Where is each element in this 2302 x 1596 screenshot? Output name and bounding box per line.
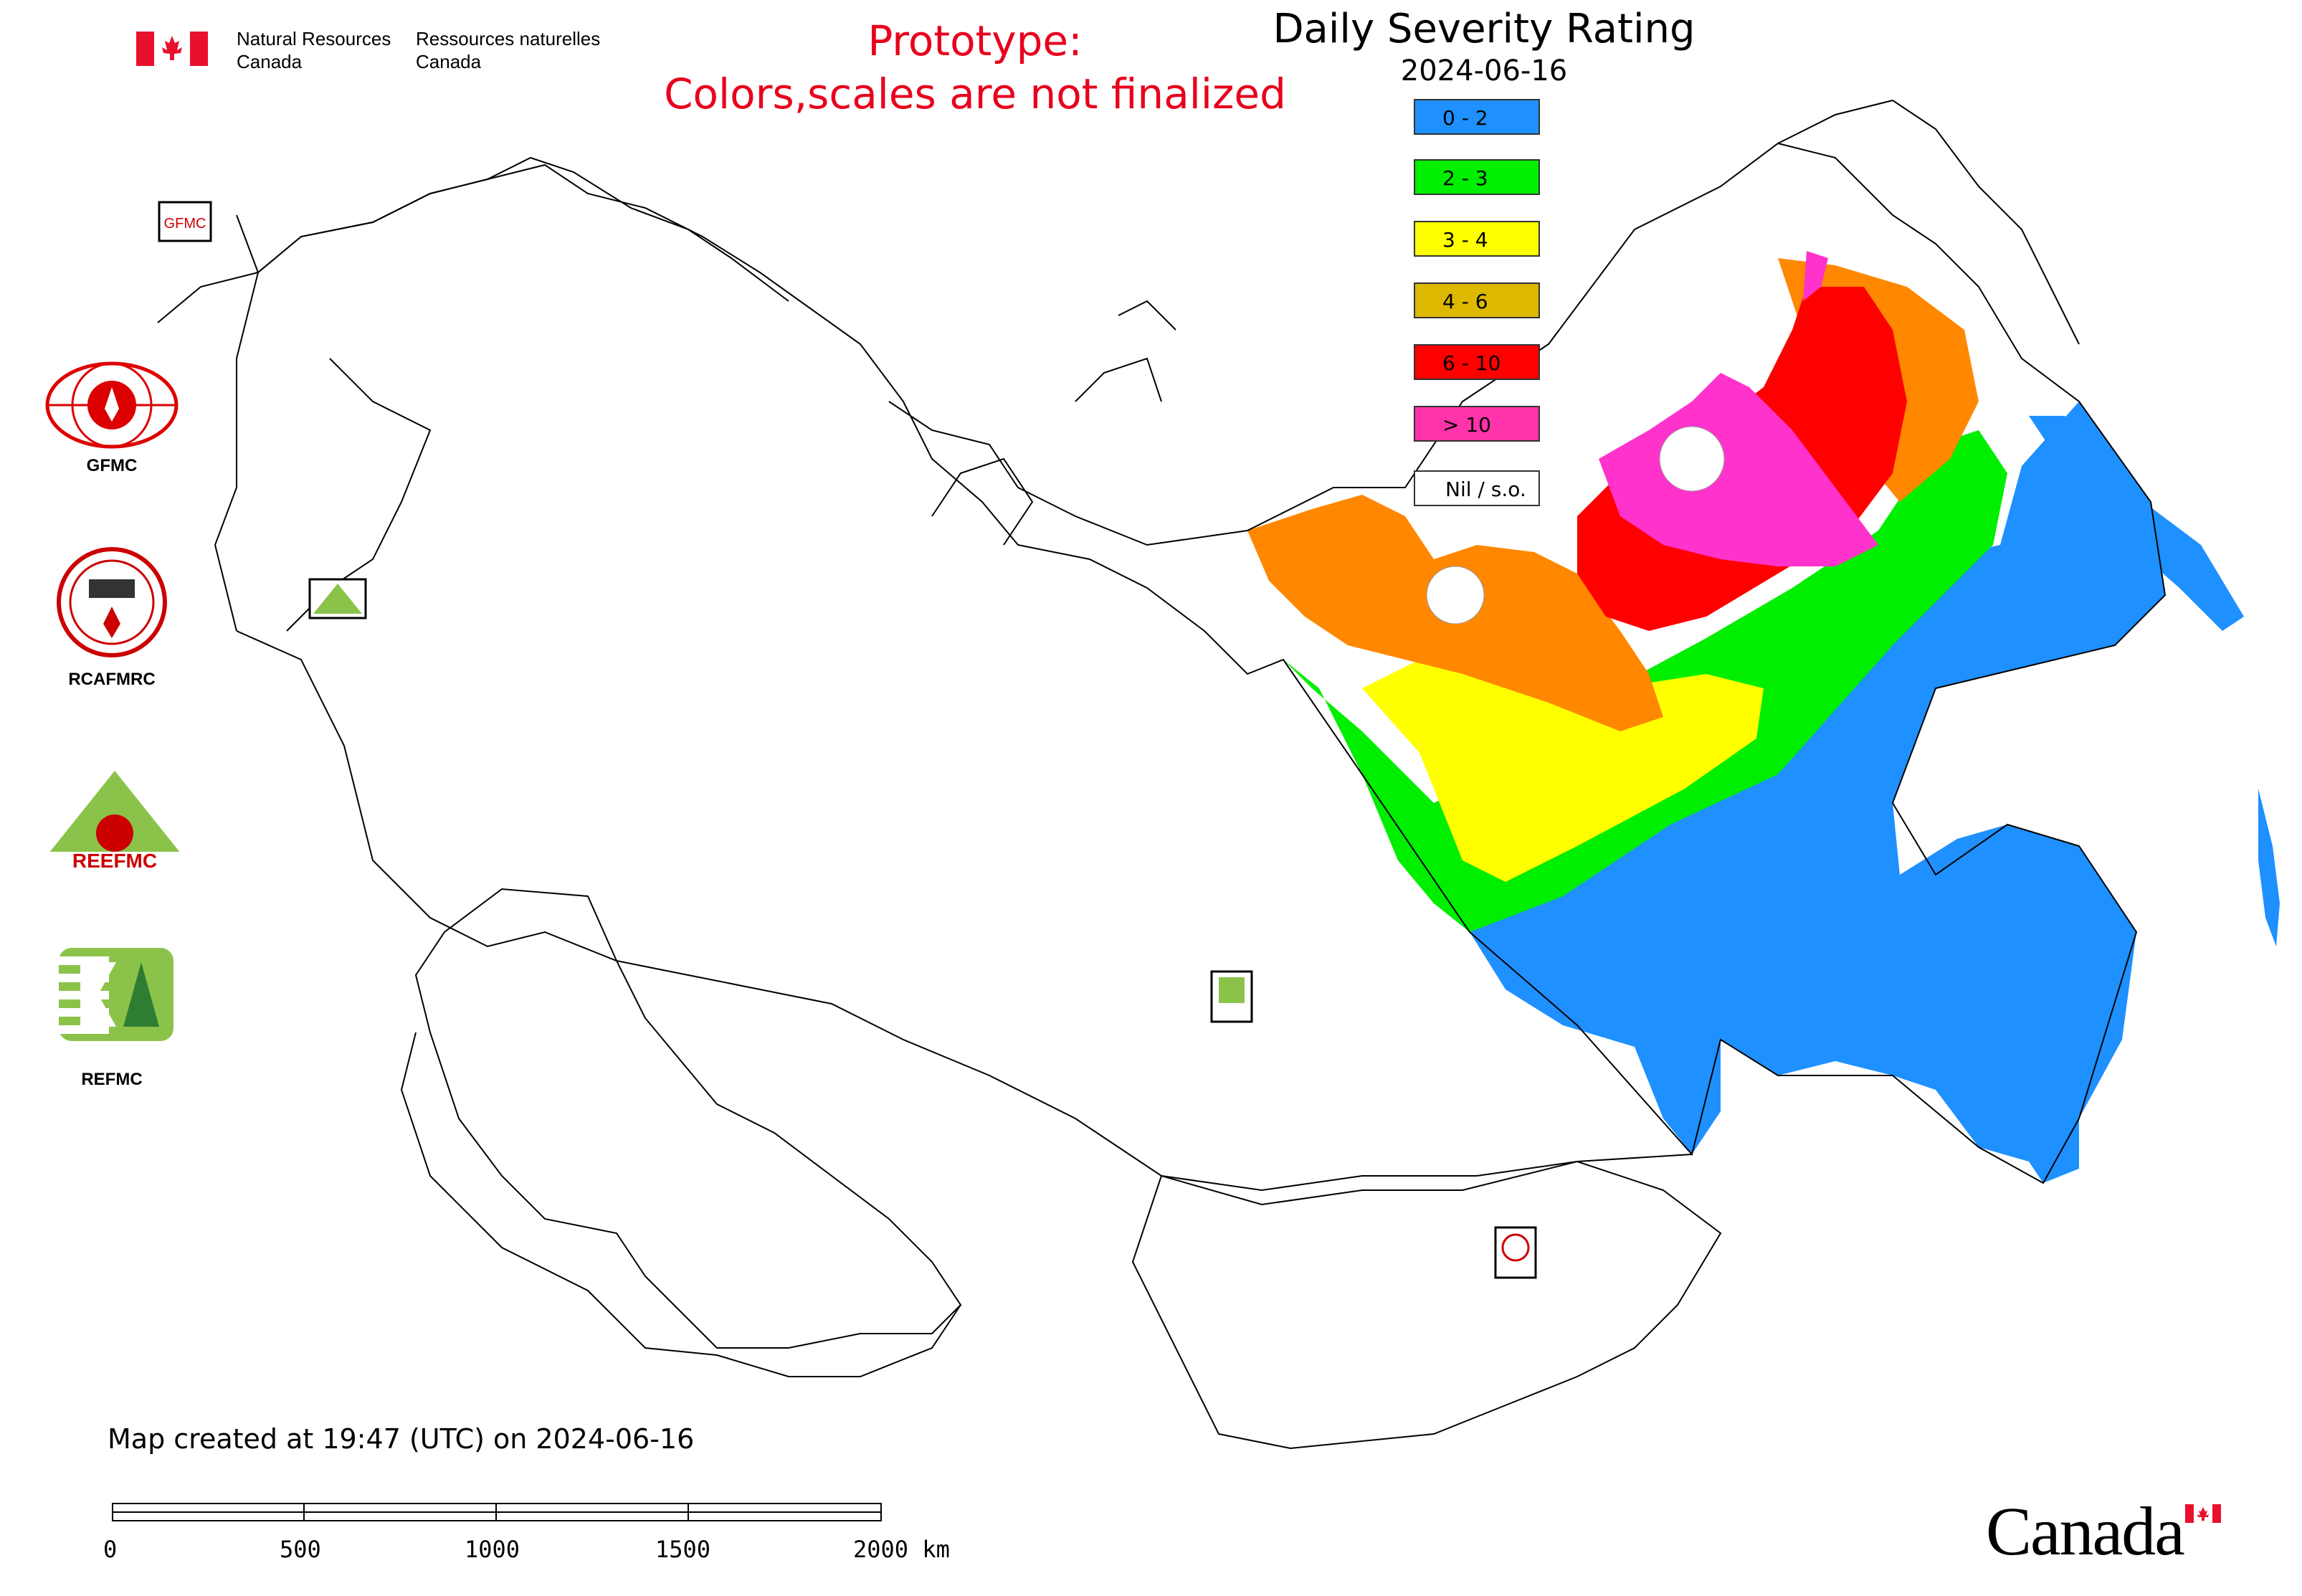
map-marker-reefmc-triangle bbox=[313, 584, 362, 614]
svg-text:REEFMC: REEFMC bbox=[72, 850, 157, 872]
severity-zone-magenta-small bbox=[1803, 251, 1828, 301]
map-marker-rcafmrc-circle bbox=[1501, 1233, 1530, 1262]
severity-zone-blue bbox=[1470, 402, 2165, 1183]
legend-item-6-10: 6 - 10 bbox=[1414, 344, 1540, 380]
severity-zone-yellow bbox=[1362, 645, 1764, 882]
legend-label: 6 - 10 bbox=[1442, 351, 1501, 375]
prototype-line1: Prototype: bbox=[867, 16, 1083, 65]
legend-item-4-6: 4 - 6 bbox=[1414, 282, 1540, 318]
chukotka-outline bbox=[1777, 99, 2080, 345]
canada-flag-icon bbox=[136, 32, 208, 66]
legend-label: 2 - 3 bbox=[1442, 166, 1488, 190]
severity-zone-sakhalin bbox=[2258, 789, 2280, 946]
scale-label-2000: 2000 km bbox=[853, 1536, 950, 1563]
canada-wordmark-flag-icon bbox=[2185, 1504, 2221, 1523]
legend-label: 3 - 4 bbox=[1442, 228, 1488, 252]
kazakhstan-outline bbox=[414, 888, 962, 1349]
legend-item-0-2: 0 - 2 bbox=[1414, 99, 1540, 135]
gfmc-caption: GFMC bbox=[86, 456, 138, 475]
refmc-logo-icon bbox=[59, 948, 173, 1041]
prototype-line2: Colors,scales are not finalized bbox=[664, 70, 1286, 118]
legend-label: > 10 bbox=[1442, 413, 1491, 437]
severity-zone-magenta bbox=[1599, 373, 1878, 566]
severity-zone-blue-east bbox=[2029, 416, 2244, 631]
legend-item-2-3: 2 - 3 bbox=[1414, 159, 1540, 195]
scale-label-1500: 1500 bbox=[655, 1536, 711, 1563]
map-marker-gfmc[interactable] bbox=[158, 201, 212, 242]
scale-label-0: 0 bbox=[103, 1536, 118, 1563]
map-marker-refmc-inner bbox=[1219, 977, 1245, 1003]
map-title: Daily Severity Rating bbox=[1273, 6, 1695, 52]
gfmc-logo-icon bbox=[45, 361, 179, 449]
legend-label: 0 - 2 bbox=[1442, 106, 1488, 130]
severity-raster bbox=[1247, 251, 2280, 1183]
prototype-notice: Prototype: Colors,scales are not finaliz… bbox=[652, 14, 1298, 120]
canada-wordmark: Canada bbox=[1986, 1493, 2185, 1569]
legend-item-gt-10: > 10 bbox=[1414, 406, 1540, 442]
agency-name-fr-line1: Ressources naturelles bbox=[416, 28, 601, 49]
agency-name-en: Natural Resources Canada bbox=[237, 27, 391, 73]
nodata-circle-west bbox=[1426, 566, 1485, 624]
agency-name-en-line1: Natural Resources bbox=[237, 28, 391, 49]
mongolia-outline bbox=[1131, 1160, 1722, 1450]
scale-bar bbox=[112, 1503, 882, 1521]
scale-label-500: 500 bbox=[280, 1536, 321, 1563]
arctic-islands bbox=[931, 300, 1176, 546]
refmc-caption: REFMC bbox=[81, 1070, 143, 1089]
central-asia-outline bbox=[400, 1032, 961, 1377]
reefmc-logo-icon: REEFMC bbox=[40, 771, 189, 872]
agency-name-en-line2: Canada bbox=[237, 51, 303, 72]
southern-border bbox=[236, 630, 1693, 1206]
map-marker-rcafmrc[interactable] bbox=[1494, 1226, 1537, 1279]
western-borders bbox=[214, 214, 432, 632]
rcafmrc-logo-icon bbox=[57, 547, 167, 657]
agency-name-fr: Ressources naturelles Canada bbox=[416, 27, 600, 73]
legend-label: Nil / s.o. bbox=[1445, 478, 1526, 501]
legend-item-3-4: 3 - 4 bbox=[1414, 221, 1540, 257]
scandinavia-outline bbox=[157, 156, 789, 323]
scale-label-1000: 1000 bbox=[465, 1536, 520, 1563]
legend-label: 4 - 6 bbox=[1442, 290, 1488, 313]
nodata-circle-east bbox=[1659, 426, 1725, 492]
map-created-timestamp: Map created at 19:47 (UTC) on 2024-06-16 bbox=[108, 1423, 695, 1455]
map-date: 2024-06-16 bbox=[1400, 54, 1568, 87]
agency-name-fr-line2: Canada bbox=[416, 51, 482, 72]
svg-text:GFMC: GFMC bbox=[164, 216, 206, 232]
rcafmrc-caption: RCAFMRC bbox=[68, 670, 156, 689]
legend-item-nil: Nil / s.o. bbox=[1414, 470, 1540, 506]
